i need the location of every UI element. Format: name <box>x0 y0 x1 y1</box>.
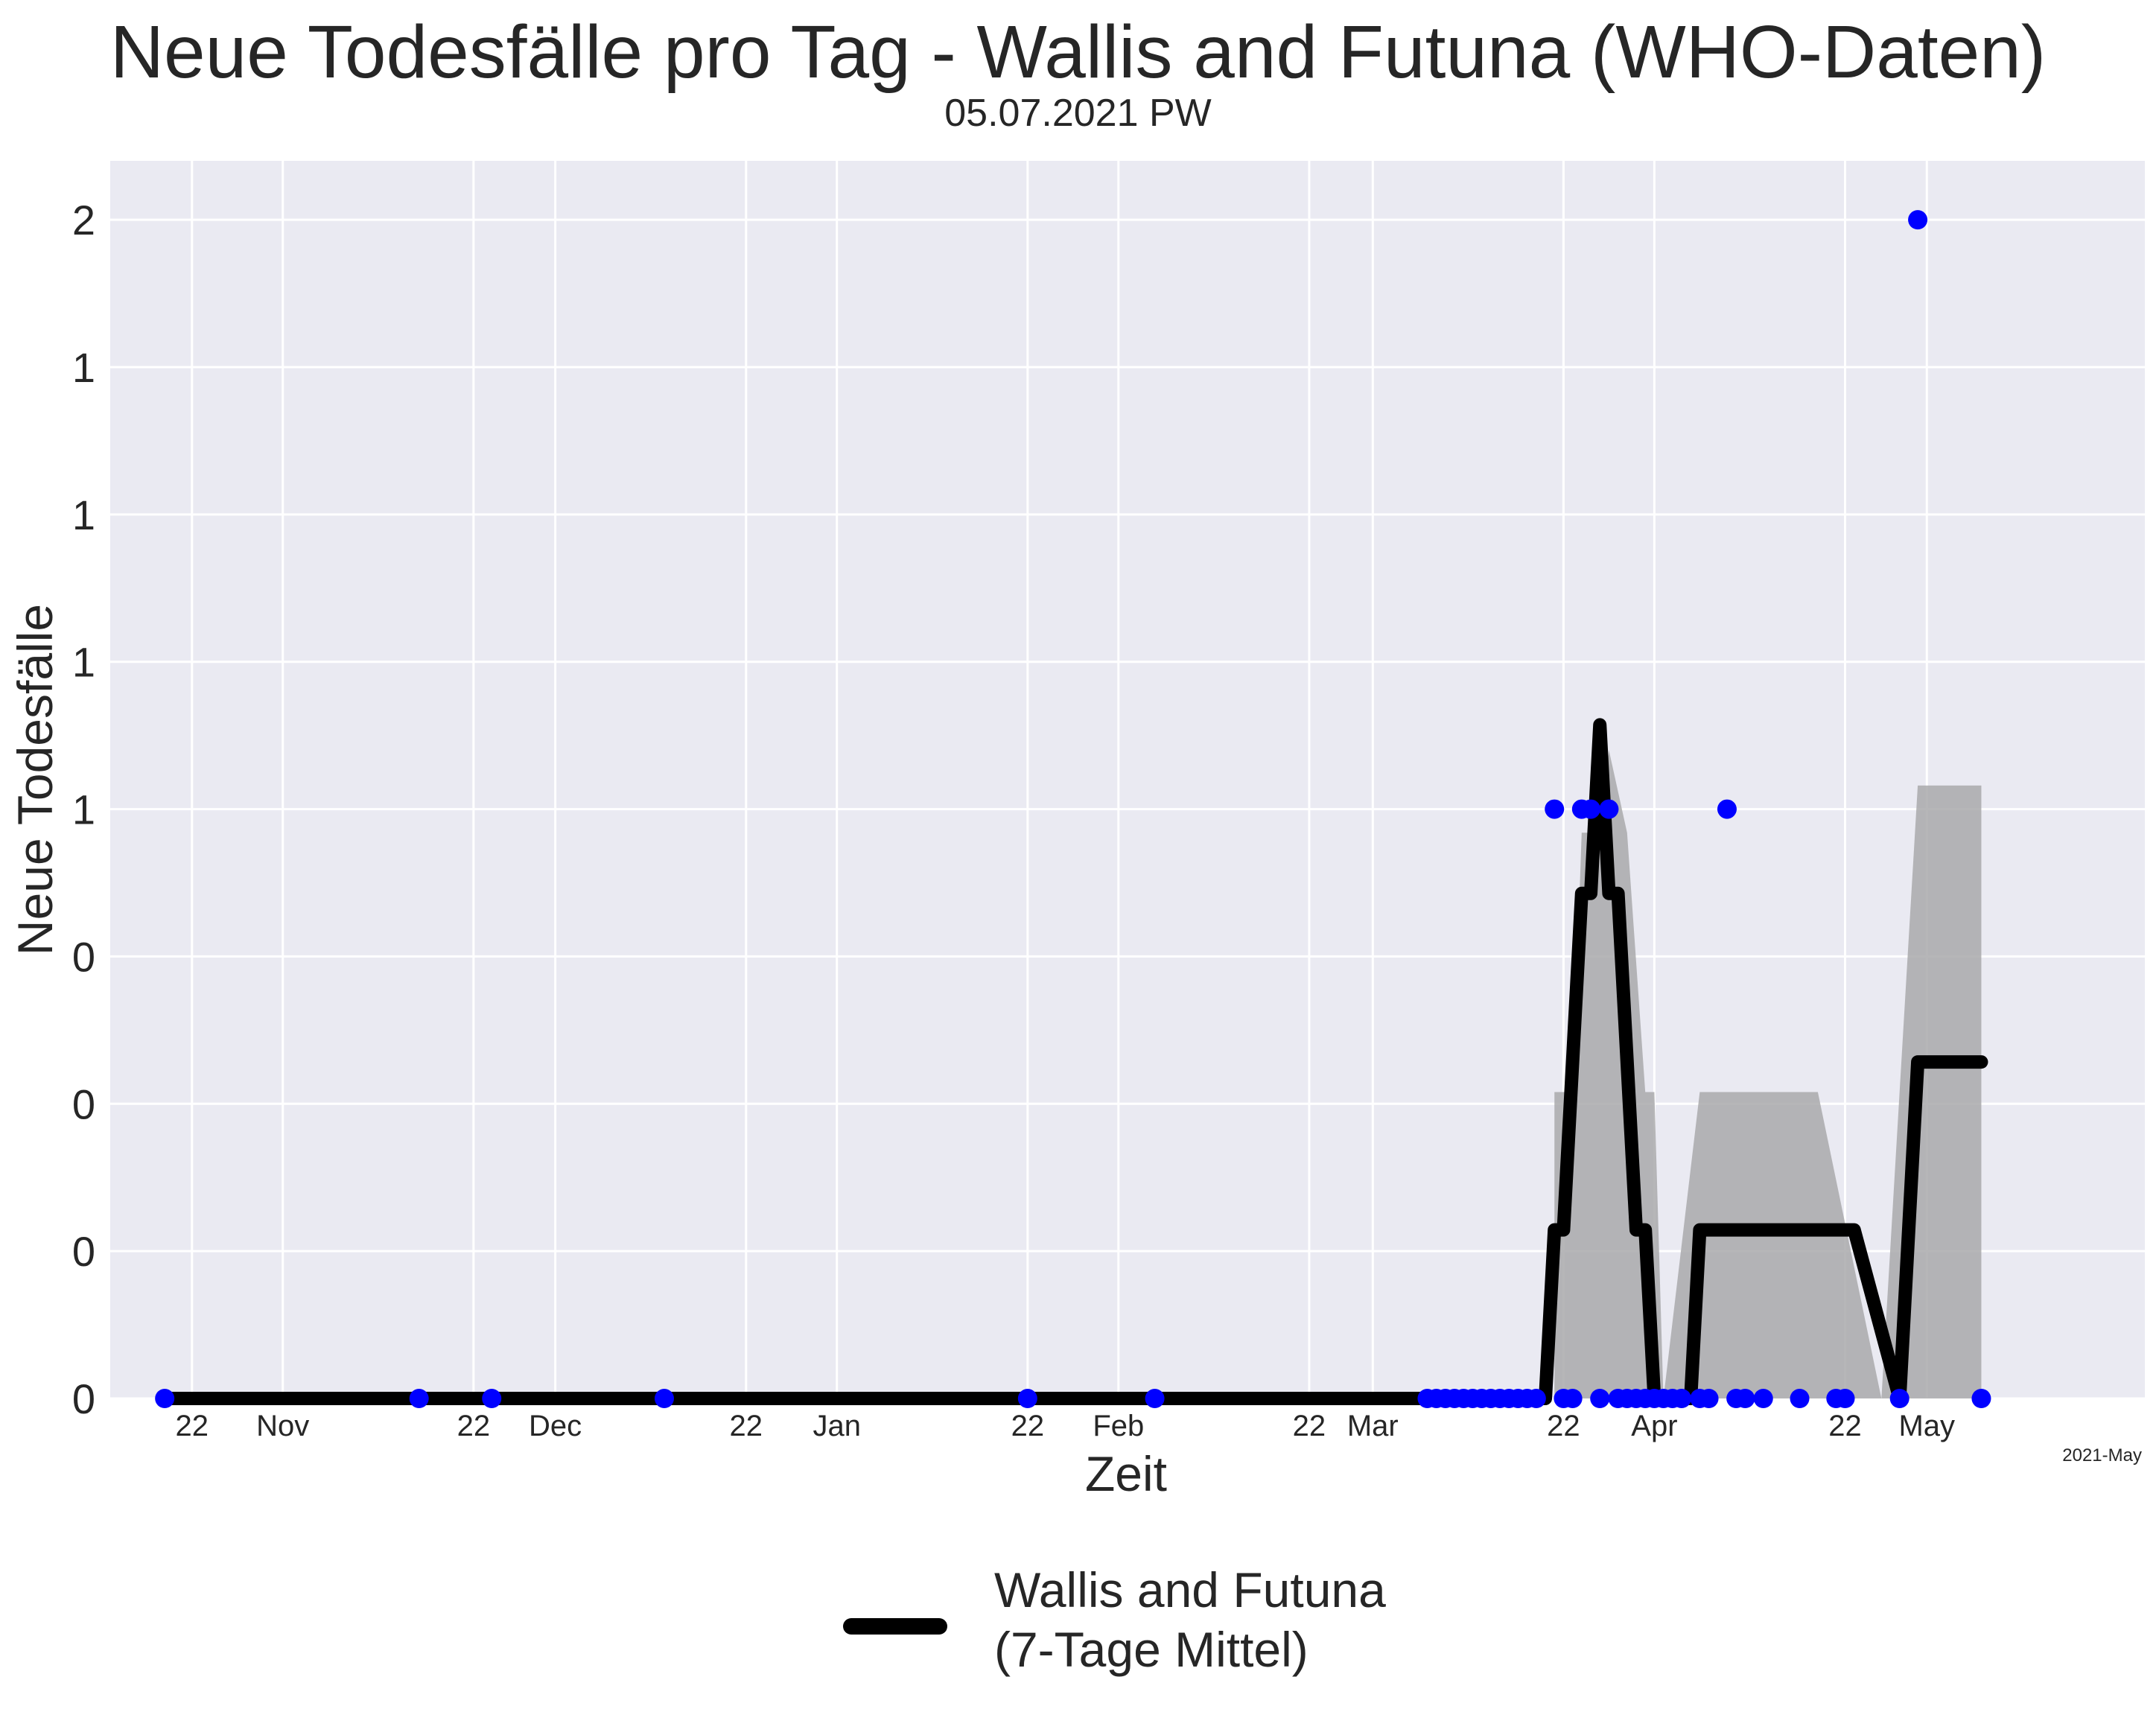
y-tick-label: 1 <box>72 344 95 391</box>
y-tick-label: 0 <box>72 1228 95 1275</box>
x-tick-label: Jan <box>813 1410 861 1442</box>
data-point <box>1835 1389 1855 1408</box>
x-tick-label: 22 <box>457 1410 491 1442</box>
data-point <box>1145 1389 1165 1408</box>
data-point <box>1908 210 1928 230</box>
y-tick-label: 2 <box>72 197 95 244</box>
y-tick-label: 1 <box>72 786 95 833</box>
x-tick-label: 22 <box>1293 1410 1326 1442</box>
y-axis-label: Neue Todesfälle <box>7 604 63 955</box>
data-point <box>409 1389 429 1408</box>
y-tick-label: 0 <box>72 933 95 980</box>
data-point <box>1581 799 1601 819</box>
x-tick-label: 22 <box>1547 1410 1580 1442</box>
chart-title: Neue Todesfälle pro Tag - Wallis and Fut… <box>109 10 2047 94</box>
data-point <box>1699 1389 1719 1408</box>
x-axis-year-label: 2021-May <box>2062 1445 2142 1465</box>
x-tick-label: 22 <box>1011 1410 1045 1442</box>
y-tick-label: 0 <box>72 1375 95 1422</box>
x-tick-label: Nov <box>256 1410 309 1442</box>
data-point <box>1671 1389 1691 1408</box>
data-point <box>1790 1389 1810 1408</box>
daily-points <box>155 210 1991 1408</box>
uncertainty-band <box>1554 750 1982 1398</box>
y-tick-labels: 0 0 0 0 1 1 1 1 2 <box>72 197 95 1422</box>
data-point <box>1562 1389 1583 1408</box>
data-point <box>1017 1389 1037 1408</box>
data-point <box>1971 1389 1991 1408</box>
series-line-path <box>158 718 1988 1405</box>
x-tick-label: 22 <box>1828 1410 1862 1442</box>
data-point <box>1889 1389 1909 1408</box>
data-point <box>1717 799 1737 819</box>
legend-label-line2: (7-Tage Mittel) <box>994 1622 1308 1677</box>
legend-line-swatch <box>843 1618 947 1635</box>
data-point <box>1735 1389 1755 1408</box>
data-point <box>1545 799 1565 819</box>
series-line <box>158 718 1988 1405</box>
band-area <box>1554 750 1982 1398</box>
data-point <box>654 1389 674 1408</box>
data-point <box>482 1389 502 1408</box>
x-tick-label: Dec <box>529 1410 582 1442</box>
x-tick-label: 22 <box>176 1410 209 1442</box>
y-tick-label: 1 <box>72 491 95 538</box>
data-point <box>1599 799 1619 819</box>
x-tick-label: 22 <box>730 1410 763 1442</box>
data-point <box>155 1389 175 1408</box>
data-point <box>1590 1389 1610 1408</box>
x-tick-label: Feb <box>1093 1410 1144 1442</box>
data-point <box>1526 1389 1546 1408</box>
legend-label-line1: Wallis and Futuna <box>994 1562 1386 1617</box>
x-axis-label: Zeit <box>1085 1446 1167 1501</box>
y-tick-label: 1 <box>72 639 95 686</box>
x-tick-labels: 22 Nov 22 Dec 22 Jan 22 Feb 22 Mar 22 Apr 22 May <box>176 1410 1956 1442</box>
legend-label: Wallis and Futuna (7-Tage Mittel) <box>994 1560 1516 1679</box>
data-point <box>1753 1389 1773 1408</box>
x-tick-label: May <box>1898 1410 1955 1442</box>
x-tick-label: Mar <box>1347 1410 1399 1442</box>
y-tick-label: 0 <box>72 1081 95 1127</box>
x-tick-label: Apr <box>1631 1410 1677 1442</box>
chart-subtitle: 05.07.2021 PW <box>944 92 1212 135</box>
